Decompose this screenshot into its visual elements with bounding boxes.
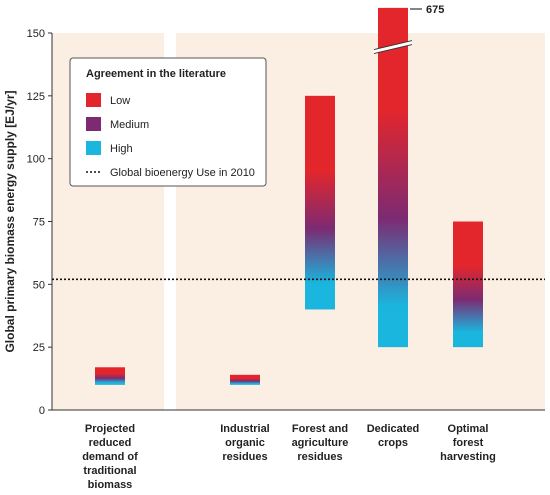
- legend-title: Agreement in the literature: [86, 68, 226, 80]
- category-label: Forest and agriculture residues: [292, 423, 349, 463]
- y-tick-label: 100: [27, 154, 45, 166]
- axis-break-mark: [373, 40, 413, 51]
- legend-reference-label: Global bioenergy Use in 2010: [110, 167, 255, 179]
- bar: [453, 221, 483, 348]
- legend-item-label: High: [110, 143, 133, 155]
- y-tick-label: 25: [33, 342, 45, 354]
- category-label: Optimal forest harvesting: [440, 423, 496, 463]
- y-tick-label: 75: [33, 217, 45, 229]
- category-label: Dedicated crops: [367, 423, 420, 449]
- legend-swatch: [86, 93, 101, 107]
- axis-break-gap: [374, 40, 412, 54]
- y-axis: 0 25 50 75 100 125 150: [27, 28, 545, 417]
- y-tick-label: 150: [27, 28, 45, 40]
- legend-item-label: Medium: [110, 119, 149, 131]
- y-axis-label: Global primary biomass energy supply [EJ…: [3, 90, 17, 352]
- legend: Agreement in the literature Low Medium Hig…: [69, 57, 267, 187]
- bar: [305, 95, 335, 310]
- legend-swatch: [86, 117, 101, 131]
- category-label: Industrial organic residues: [220, 423, 270, 463]
- axis-break-mark: [373, 44, 413, 55]
- bar: [230, 374, 260, 385]
- category-label: Projected reduced demand of traditional biom…: [82, 423, 138, 491]
- y-tick-label: 0: [39, 405, 45, 417]
- break-value-label: 675: [426, 4, 444, 16]
- legend-box: [69, 57, 267, 187]
- legend-item-label: Low: [110, 95, 130, 107]
- bars: 675: [95, 4, 483, 385]
- y-tick-label: 125: [27, 91, 45, 103]
- legend-swatch: [86, 141, 101, 155]
- bar: [95, 367, 125, 385]
- bar: [378, 7, 408, 348]
- y-tick-label: 50: [33, 279, 45, 291]
- category-labels: Projected reduced demand of traditional biom…: [82, 423, 496, 491]
